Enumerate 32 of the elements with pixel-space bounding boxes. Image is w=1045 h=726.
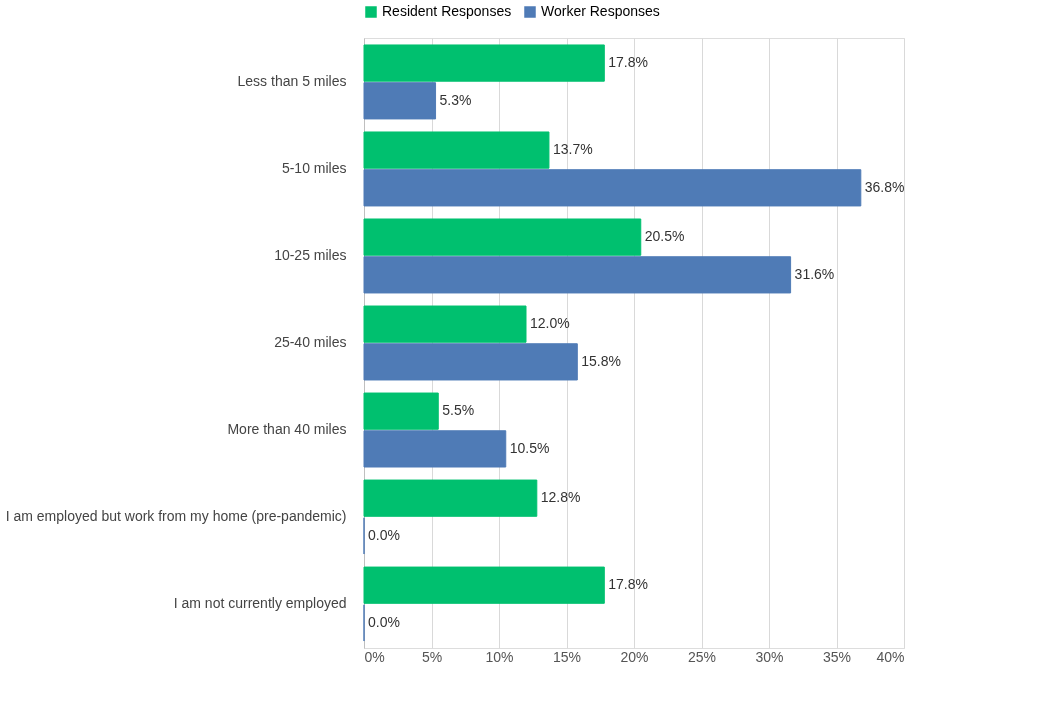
data-label: 15.8% (581, 352, 621, 369)
data-label: 13.7% (552, 141, 593, 158)
data-label: 17.8% (608, 54, 648, 71)
x-tick-label: 15% (552, 648, 582, 665)
y-tick-label: More than 40 miles (227, 421, 347, 438)
y-tick-label: 10-25 miles (274, 246, 347, 263)
x-tick-label: 0% (364, 648, 385, 665)
y-tick-label: I am employed but work from my home (pre-pandemic) (5, 508, 347, 525)
x-tick-label: 35% (822, 648, 852, 665)
y-tick-label: I am not currently employed (173, 595, 347, 612)
y-tick-label: 5-10 miles (281, 159, 347, 176)
data-label: 20.5% (644, 228, 685, 245)
x-tick-label: 25% (687, 648, 717, 665)
x-tick-label: 10% (485, 648, 514, 665)
x-tick-label: 30% (755, 648, 784, 665)
data-label: 0.0% (368, 526, 400, 543)
data-label: 31.6% (794, 265, 835, 282)
data-label: 5.5% (442, 402, 475, 419)
data-label: 0.0% (368, 613, 400, 630)
data-label: 5.3% (439, 91, 472, 108)
x-tick-label: 20% (620, 648, 649, 665)
legend-label: Resident Responses (382, 3, 512, 19)
y-tick-label: Less than 5 miles (237, 72, 347, 89)
x-tick-label: 5% (421, 648, 443, 665)
y-tick-label: 25-40 miles (274, 334, 347, 350)
x-tick-label: 40% (876, 648, 905, 665)
data-label: 12.0% (530, 315, 570, 332)
data-label: 10.5% (509, 439, 550, 456)
data-label: 17.8% (608, 576, 648, 593)
data-label: 12.8% (540, 489, 581, 506)
legend-label: Worker Responses (541, 3, 660, 19)
data-label: 36.8% (864, 178, 905, 195)
